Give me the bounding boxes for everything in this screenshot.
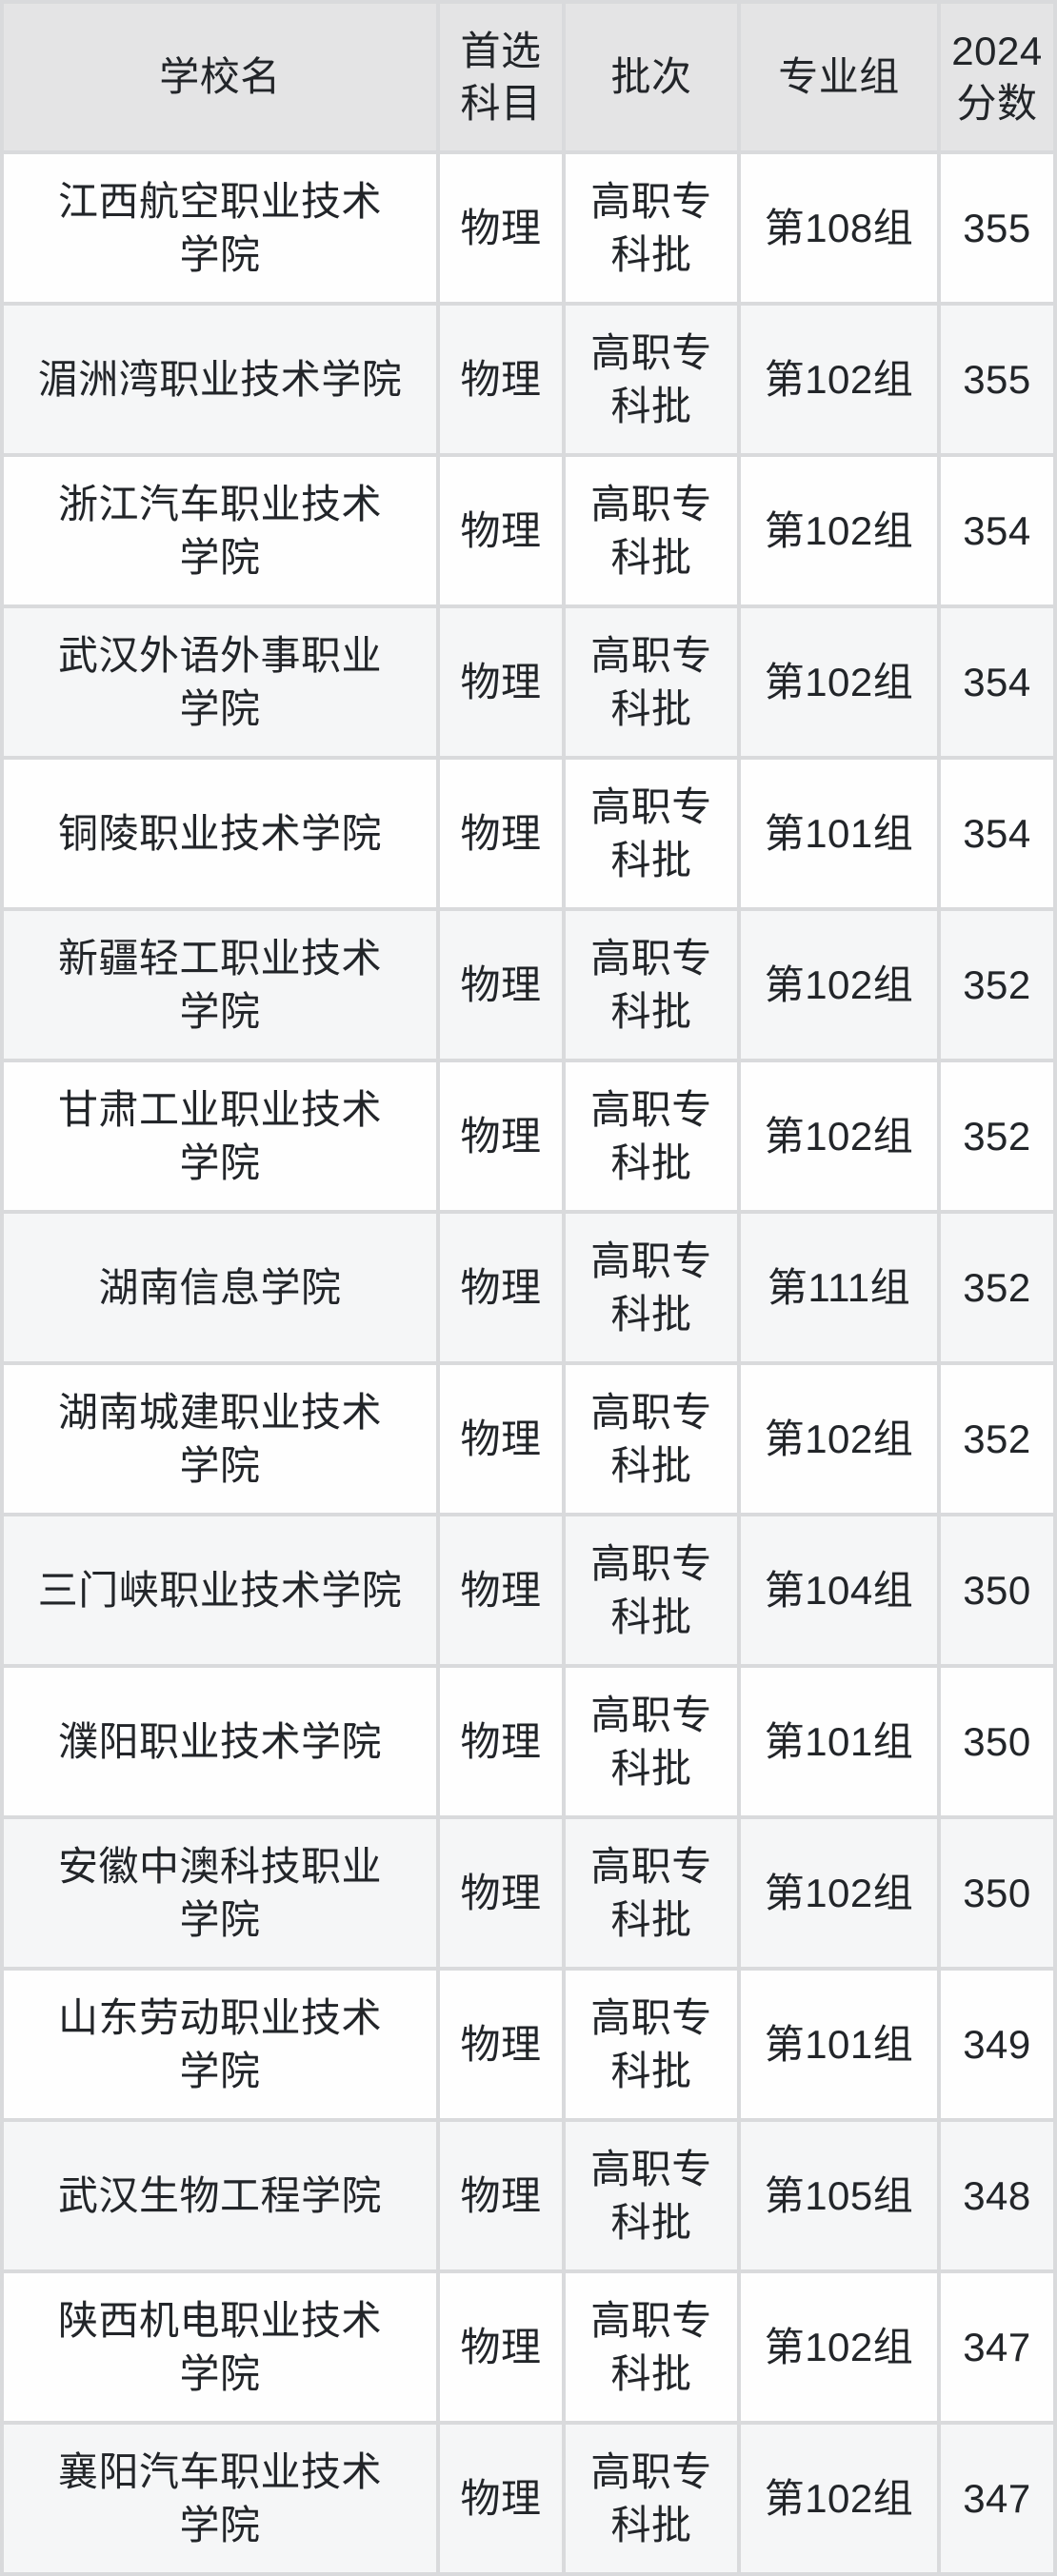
- school-cell: 山东劳动职业技术 学院: [4, 1971, 436, 2118]
- group-cell: 第102组: [741, 306, 937, 453]
- col-header-score: 2024 分数: [941, 4, 1053, 150]
- school-cell: 铜陵职业技术学院: [4, 760, 436, 907]
- group-cell: 第102组: [741, 1819, 937, 1967]
- subject-cell: 物理: [440, 306, 562, 453]
- batch-cell: 高职专 科批: [566, 760, 737, 907]
- batch-cell: 高职专 科批: [566, 2122, 737, 2269]
- school-cell: 陕西机电职业技术 学院: [4, 2273, 436, 2421]
- score-cell: 352: [941, 911, 1053, 1059]
- subject-cell: 物理: [440, 457, 562, 604]
- subject-cell: 物理: [440, 2122, 562, 2269]
- group-cell: 第105组: [741, 2122, 937, 2269]
- score-cell: 352: [941, 1214, 1053, 1361]
- subject-cell: 物理: [440, 1971, 562, 2118]
- col-header-school: 学校名: [4, 4, 436, 150]
- subject-cell: 物理: [440, 1516, 562, 1664]
- subject-cell: 物理: [440, 2273, 562, 2421]
- group-cell: 第102组: [741, 911, 937, 1059]
- subject-cell: 物理: [440, 911, 562, 1059]
- group-cell: 第101组: [741, 760, 937, 907]
- batch-cell: 高职专 科批: [566, 154, 737, 302]
- batch-cell: 高职专 科批: [566, 1971, 737, 2118]
- batch-cell: 高职专 科批: [566, 1214, 737, 1361]
- school-cell: 武汉生物工程学院: [4, 2122, 436, 2269]
- subject-cell: 物理: [440, 1819, 562, 1967]
- batch-cell: 高职专 科批: [566, 608, 737, 756]
- school-cell: 湖南信息学院: [4, 1214, 436, 1361]
- score-cell: 354: [941, 760, 1053, 907]
- school-cell: 湖南城建职业技术 学院: [4, 1365, 436, 1513]
- batch-cell: 高职专 科批: [566, 1819, 737, 1967]
- group-cell: 第104组: [741, 1516, 937, 1664]
- group-cell: 第101组: [741, 1971, 937, 2118]
- group-cell: 第102组: [741, 2273, 937, 2421]
- school-cell: 濮阳职业技术学院: [4, 1668, 436, 1815]
- batch-cell: 高职专 科批: [566, 2273, 737, 2421]
- batch-cell: 高职专 科批: [566, 306, 737, 453]
- score-cell: 352: [941, 1365, 1053, 1513]
- score-cell: 350: [941, 1819, 1053, 1967]
- subject-cell: 物理: [440, 2425, 562, 2572]
- school-cell: 江西航空职业技术 学院: [4, 154, 436, 302]
- subject-cell: 物理: [440, 760, 562, 907]
- group-cell: 第108组: [741, 154, 937, 302]
- subject-cell: 物理: [440, 608, 562, 756]
- subject-cell: 物理: [440, 1365, 562, 1513]
- school-cell: 三门峡职业技术学院: [4, 1516, 436, 1664]
- batch-cell: 高职专 科批: [566, 2425, 737, 2572]
- school-cell: 甘肃工业职业技术 学院: [4, 1062, 436, 1210]
- col-header-batch: 批次: [566, 4, 737, 150]
- group-cell: 第102组: [741, 457, 937, 604]
- batch-cell: 高职专 科批: [566, 1365, 737, 1513]
- col-header-group: 专业组: [741, 4, 937, 150]
- score-cell: 348: [941, 2122, 1053, 2269]
- score-cell: 347: [941, 2425, 1053, 2572]
- school-cell: 湄洲湾职业技术学院: [4, 306, 436, 453]
- batch-cell: 高职专 科批: [566, 911, 737, 1059]
- subject-cell: 物理: [440, 1214, 562, 1361]
- group-cell: 第102组: [741, 2425, 937, 2572]
- subject-cell: 物理: [440, 154, 562, 302]
- score-cell: 354: [941, 608, 1053, 756]
- group-cell: 第102组: [741, 608, 937, 756]
- batch-cell: 高职专 科批: [566, 1062, 737, 1210]
- score-cell: 350: [941, 1516, 1053, 1664]
- batch-cell: 高职专 科批: [566, 457, 737, 604]
- school-cell: 浙江汽车职业技术 学院: [4, 457, 436, 604]
- batch-cell: 高职专 科批: [566, 1668, 737, 1815]
- group-cell: 第111组: [741, 1214, 937, 1361]
- col-header-subject: 首选 科目: [440, 4, 562, 150]
- score-cell: 355: [941, 306, 1053, 453]
- school-cell: 安徽中澳科技职业 学院: [4, 1819, 436, 1967]
- school-cell: 武汉外语外事职业 学院: [4, 608, 436, 756]
- score-cell: 354: [941, 457, 1053, 604]
- group-cell: 第102组: [741, 1062, 937, 1210]
- score-cell: 349: [941, 1971, 1053, 2118]
- group-cell: 第102组: [741, 1365, 937, 1513]
- school-cell: 襄阳汽车职业技术 学院: [4, 2425, 436, 2572]
- score-cell: 355: [941, 154, 1053, 302]
- score-cell: 347: [941, 2273, 1053, 2421]
- school-cell: 新疆轻工职业技术 学院: [4, 911, 436, 1059]
- batch-cell: 高职专 科批: [566, 1516, 737, 1664]
- score-cell: 352: [941, 1062, 1053, 1210]
- subject-cell: 物理: [440, 1668, 562, 1815]
- score-cell: 350: [941, 1668, 1053, 1815]
- group-cell: 第101组: [741, 1668, 937, 1815]
- subject-cell: 物理: [440, 1062, 562, 1210]
